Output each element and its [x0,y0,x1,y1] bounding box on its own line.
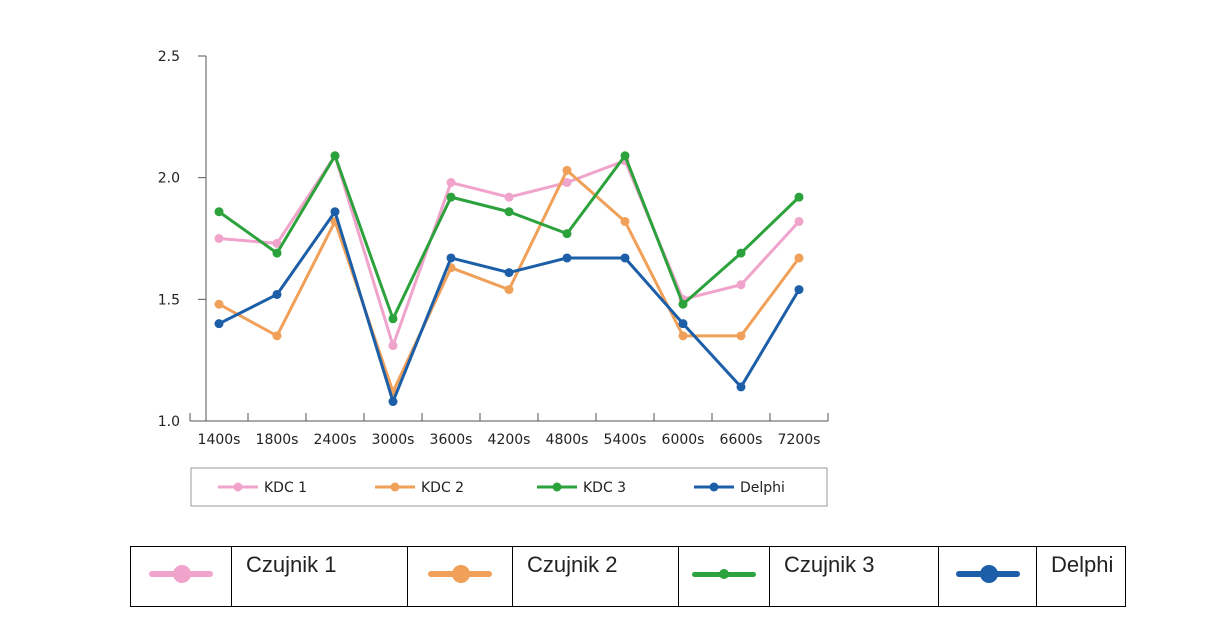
czujnik-2-swatch-icon [428,565,492,583]
data-point-delphi [330,207,340,217]
data-point-kdc-3 [272,248,282,258]
series-line-delphi [217,210,801,404]
x-tick-label: 2400s [314,432,357,448]
data-point-kdc-1 [388,341,398,351]
data-point-kdc-2 [620,216,630,226]
data-point-kdc-1 [272,238,282,248]
swatch-cell-3 [678,546,770,607]
data-point-kdc-1 [794,216,804,226]
data-point-kdc-3 [620,151,630,161]
series-line-kdc-3 [217,154,801,321]
data-point-kdc-3 [678,299,688,309]
legend-label-kdc-2: KDC 2 [421,480,464,496]
legend-label-kdc-3: KDC 3 [583,480,626,496]
swatch-cell-2 [407,546,513,607]
x-tick-label: 5400s [604,432,647,448]
legend-label-kdc-1: KDC 1 [264,480,307,496]
legend-label-delphi: Delphi [740,480,785,496]
data-point-delphi [272,289,282,299]
data-point-kdc-3 [214,207,224,217]
data-point-kdc-3 [330,151,340,161]
data-point-delphi [736,382,746,392]
x-tick-label: 7200s [778,432,821,448]
x-tick-label: 4200s [488,432,531,448]
data-point-kdc-3 [446,192,456,202]
x-tick-label: 3600s [430,432,473,448]
data-point-kdc-2 [794,253,804,263]
data-point-kdc-1 [736,280,746,290]
y-tick-label: 1.5 [158,292,180,308]
bottom-legend-row: Czujnik 1 Czujnik 2 Czujnik 3 Delphi [130,546,1126,607]
data-point-delphi [388,397,398,407]
data-point-kdc-3 [562,229,572,239]
x-tick-label: 6000s [662,432,705,448]
y-tick-label: 2.5 [158,49,180,65]
swatch-cell-1 [130,546,232,607]
legend-swatch-icon [233,482,243,492]
delphi-swatch-icon [955,565,1020,583]
data-point-kdc-2 [504,285,514,295]
data-point-kdc-1 [214,234,224,243]
czujnik-2-label: Czujnik 2 [512,546,679,607]
swatch-cell-4 [938,546,1037,607]
data-point-kdc-2 [736,331,746,341]
legend-swatch-icon [709,482,719,492]
data-point-delphi [794,285,804,295]
data-point-delphi [678,319,688,329]
line-chart: 1.0 1.5 2.0 2.5 1400s 1800s 2400s 3000s 3600s 420… [158,49,829,507]
data-point-kdc-1 [504,192,514,202]
data-point-kdc-2 [272,331,282,341]
data-point-kdc-3 [504,207,514,217]
x-tick-label: 3000s [372,432,415,448]
x-tick-label: 1400s [198,432,241,448]
legend-swatch-icon [552,482,562,492]
series-kdc-3 [214,151,804,324]
data-point-delphi [214,319,224,329]
czujnik-3-label: Czujnik 3 [769,546,939,607]
czujnik-1-label: Czujnik 1 [231,546,408,607]
chart-axes: 1.0 1.5 2.0 2.5 1400s 1800s 2400s 3000s 3600s 420… [158,49,829,448]
czujnik-3-swatch-icon [692,565,756,583]
czujnik-1-swatch-icon [149,565,213,583]
data-point-kdc-1 [446,178,456,188]
data-point-kdc-2 [678,331,688,341]
chart-series [214,151,804,407]
data-point-kdc-3 [736,248,746,258]
data-point-delphi [504,268,514,278]
series-kdc-2 [214,165,804,397]
series-delphi [214,207,804,407]
data-point-kdc-3 [794,192,804,202]
legend-swatch-icon [390,482,400,492]
data-point-kdc-2 [214,299,224,309]
y-tick-label: 2.0 [158,171,180,187]
x-tick-label: 4800s [546,432,589,448]
x-tick-label: 6600s [720,432,763,448]
data-point-delphi [562,253,572,263]
y-tick-label: 1.0 [158,414,180,430]
x-tick-label: 1800s [256,432,299,448]
data-point-kdc-3 [388,314,398,324]
series-kdc-1 [214,151,804,351]
bottom-legend-table: Czujnik 1 Czujnik 2 Czujnik 3 Delphi [130,546,1126,607]
data-point-kdc-1 [562,178,572,188]
data-point-delphi [620,253,630,263]
data-point-kdc-2 [562,165,572,175]
delphi-label: Delphi [1036,546,1126,607]
data-point-delphi [446,253,456,263]
chart-legend: KDC 1 KDC 2 KDC 3 Delphi [190,467,828,507]
